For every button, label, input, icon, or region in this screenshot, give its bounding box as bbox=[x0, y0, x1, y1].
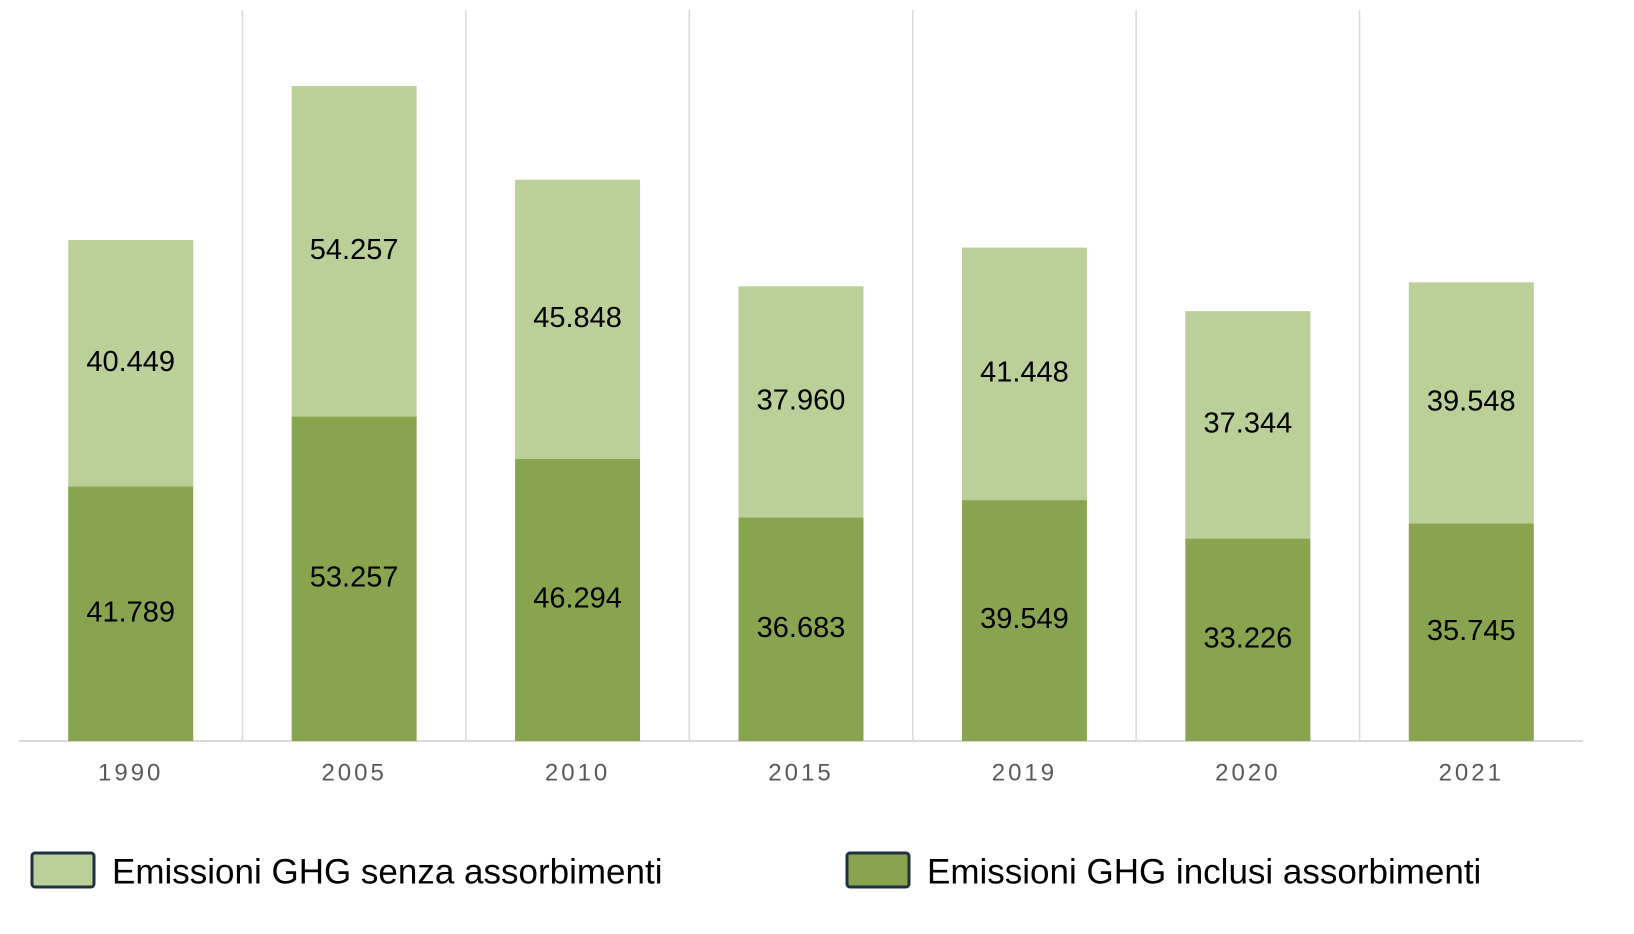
bar-segment bbox=[738, 286, 864, 518]
data-label: 35.745 bbox=[1427, 615, 1516, 647]
data-label: 41.448 bbox=[980, 356, 1069, 388]
bar-segment bbox=[291, 416, 417, 741]
x-tick-label: 2019 bbox=[992, 759, 1057, 786]
data-label: 54.257 bbox=[310, 234, 399, 266]
data-label: 41.789 bbox=[86, 596, 175, 628]
legend-swatch bbox=[845, 851, 911, 889]
data-label: 40.449 bbox=[86, 346, 175, 378]
x-tick-label: 2021 bbox=[1439, 759, 1504, 786]
bar-segment bbox=[291, 86, 417, 417]
data-label: 37.344 bbox=[1204, 408, 1293, 440]
x-tick-label: 2015 bbox=[768, 759, 833, 786]
bar-segment bbox=[1408, 523, 1534, 741]
x-tick-label: 2005 bbox=[321, 759, 386, 786]
data-label: 36.683 bbox=[757, 612, 846, 644]
bar-segment bbox=[515, 458, 641, 741]
data-label: 39.548 bbox=[1427, 385, 1516, 417]
data-label: 33.226 bbox=[1204, 622, 1293, 654]
x-tick-label: 2020 bbox=[1215, 759, 1280, 786]
data-label: 39.549 bbox=[980, 603, 1069, 635]
x-tick-label: 2010 bbox=[545, 759, 610, 786]
legend-swatch bbox=[30, 851, 96, 889]
bar-segment bbox=[1185, 538, 1311, 741]
bar-segment bbox=[515, 179, 641, 459]
bar-segment bbox=[1408, 282, 1534, 524]
bar-segment bbox=[68, 240, 194, 487]
bar-segment bbox=[738, 517, 864, 741]
data-label: 37.960 bbox=[757, 385, 846, 417]
bar-segment bbox=[68, 486, 194, 741]
bar-segment bbox=[961, 247, 1087, 501]
data-label: 53.257 bbox=[310, 561, 399, 593]
bar-segment bbox=[1185, 311, 1311, 539]
bar-segment bbox=[961, 500, 1087, 741]
x-tick-label: 1990 bbox=[98, 759, 163, 786]
data-label: 45.848 bbox=[533, 302, 622, 334]
legend-label: Emissioni GHG inclusi assorbimenti bbox=[927, 852, 1481, 891]
data-label: 46.294 bbox=[533, 583, 622, 615]
legend-label: Emissioni GHG senza assorbimenti bbox=[112, 852, 662, 891]
